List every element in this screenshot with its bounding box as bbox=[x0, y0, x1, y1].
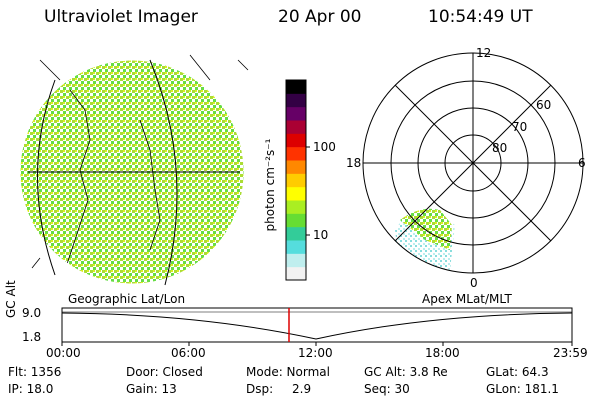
lat-label-70: 70 bbox=[512, 120, 528, 134]
colorbar-band bbox=[286, 120, 306, 134]
meridian-left bbox=[37, 79, 56, 276]
time-label: 10:54:49 UT bbox=[428, 7, 533, 27]
polar-plot bbox=[362, 52, 584, 274]
colorbar-band bbox=[286, 226, 306, 241]
orbit-xtick-1800: 18:00 bbox=[425, 346, 460, 360]
gain-value: Gain: 13 bbox=[126, 382, 177, 396]
orbit-xtick-1200: 12:00 bbox=[298, 346, 333, 360]
colorbar-band bbox=[286, 173, 306, 188]
geographic-longitude: GLon: 181.1 bbox=[486, 382, 559, 396]
orbit-xtick-0600: 06:00 bbox=[171, 346, 206, 360]
mlt-label-18: 18 bbox=[346, 156, 362, 170]
lat-label-80: 80 bbox=[492, 141, 508, 155]
mlt-label-0: 0 bbox=[470, 276, 478, 290]
mlt-label-6: 6 bbox=[578, 156, 586, 170]
colorbar-tick-label-100: 100 bbox=[313, 140, 336, 154]
colorbar-band bbox=[286, 213, 306, 228]
colorbar-band bbox=[286, 80, 306, 94]
orbit-ytick-bottom: 1.8 bbox=[22, 330, 42, 344]
flight-number: Flt: 1356 bbox=[8, 365, 62, 379]
sequence-number: Seq: 30 bbox=[364, 382, 410, 396]
geographic-latitude: GLat: 64.3 bbox=[486, 365, 549, 379]
mode-status: Mode: Normal bbox=[246, 365, 330, 379]
gc-altitude: GC Alt: 3.8 Re bbox=[364, 365, 448, 379]
colorbar-band bbox=[286, 146, 306, 161]
orbit-ytick-top: 9.0 bbox=[22, 306, 42, 320]
mlt-label-12: 12 bbox=[476, 46, 492, 60]
dsp-label: Dsp: bbox=[246, 382, 274, 396]
geographic-disk-edge bbox=[19, 59, 245, 285]
apex-panel-label: Apex MLat/MLT bbox=[422, 292, 512, 306]
instrument-title: Ultraviolet Imager bbox=[44, 7, 198, 27]
colorbar-band bbox=[286, 133, 306, 148]
colorbar-band bbox=[286, 106, 306, 121]
door-status: Door: Closed bbox=[126, 365, 203, 379]
colorbar-band bbox=[286, 266, 306, 281]
colorbar-unit-label: photon cm⁻²s⁻¹ bbox=[263, 138, 277, 232]
meridian-right bbox=[149, 59, 178, 286]
lat-label-60: 60 bbox=[536, 98, 552, 112]
colorbar-band bbox=[286, 186, 306, 201]
colorbar-band bbox=[286, 253, 306, 268]
colorbar-tick-label-10: 10 bbox=[313, 228, 329, 242]
orbit-xtick-0000: 00:00 bbox=[46, 346, 81, 360]
altitude-curve bbox=[61, 312, 573, 340]
colorbar-band bbox=[286, 240, 306, 254]
colorbar-band bbox=[286, 160, 306, 174]
orbit-xtick-2359: 23:59 bbox=[553, 346, 588, 360]
colorbar bbox=[286, 80, 306, 281]
orbit-ylabel: GC Alt bbox=[4, 280, 18, 318]
coastline-fragments bbox=[31, 54, 249, 269]
geographic-panel-label: Geographic Lat/Lon bbox=[68, 292, 186, 306]
orbit-strip bbox=[61, 307, 573, 346]
colorbar-band bbox=[286, 93, 306, 108]
date-label: 20 Apr 00 bbox=[278, 7, 362, 27]
dsp-value: 2.9 bbox=[292, 382, 312, 396]
ip-value: IP: 18.0 bbox=[8, 382, 54, 396]
colorbar-band bbox=[286, 200, 306, 214]
